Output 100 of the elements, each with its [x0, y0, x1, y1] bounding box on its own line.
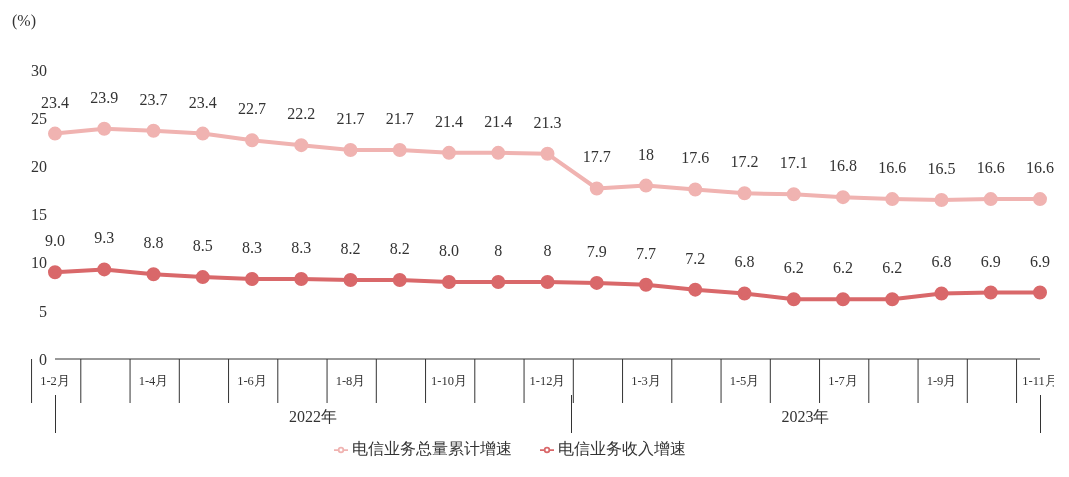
data-label: 16.8	[829, 157, 857, 175]
point	[786, 292, 801, 307]
text: 2023年	[780, 407, 831, 427]
data-label: 8	[543, 241, 552, 259]
point	[934, 286, 949, 301]
x-tick-label: 1-11月	[1022, 374, 1058, 388]
data-label: 6.2	[783, 259, 804, 277]
text: 2022年	[287, 407, 338, 427]
point	[836, 292, 850, 307]
x-tick-label: 1-7月	[828, 374, 858, 388]
data-label: 17.2	[730, 153, 759, 171]
data-label: 8.0	[439, 241, 459, 259]
data-label: 21.3	[533, 113, 562, 131]
point	[392, 273, 407, 288]
point	[1033, 192, 1047, 207]
data-label: 17.1	[779, 154, 808, 172]
point	[1033, 285, 1047, 300]
data-label: 21.4	[435, 112, 463, 130]
point	[885, 292, 900, 307]
y-tick-label: 15	[31, 206, 47, 224]
data-label: 7.9	[586, 242, 607, 260]
point	[343, 142, 358, 157]
data-label: 6.9	[1030, 252, 1050, 270]
data-label: 23.4	[41, 93, 69, 111]
point	[442, 274, 456, 289]
data-label: 8.3	[242, 239, 262, 257]
point	[146, 267, 161, 282]
data-label: 8.2	[340, 240, 361, 258]
data-label: 6.2	[833, 259, 853, 277]
data-label: 9.3	[94, 229, 115, 247]
point	[491, 145, 506, 160]
data-label: 6.9	[980, 252, 1001, 270]
x-tick-label: 1-3月	[631, 374, 661, 388]
point	[195, 270, 210, 285]
data-label: 21.7	[336, 109, 365, 127]
data-label: 7.7	[636, 244, 656, 262]
data-label: 21.7	[385, 109, 414, 127]
data-label: 8.2	[389, 240, 410, 258]
y-axis-title: (%)	[12, 12, 36, 30]
point	[343, 273, 358, 288]
x-tick-label: 1-9月	[926, 374, 957, 388]
point	[195, 126, 210, 141]
data-label: 18	[638, 145, 654, 163]
point	[540, 146, 555, 161]
point	[491, 274, 506, 289]
data-label: 6.8	[931, 253, 952, 271]
y-tick-label: 0	[39, 350, 47, 368]
data-label: 21.4	[484, 112, 513, 130]
point	[540, 274, 555, 289]
point	[392, 142, 407, 157]
y-tick-label: 30	[31, 61, 47, 79]
y-tick-label: 25	[31, 109, 47, 127]
point	[294, 138, 309, 153]
y-tick-label: 10	[31, 254, 47, 272]
x-tick-label: 1-2月	[40, 374, 70, 388]
point	[245, 133, 259, 148]
y-tick-label: 20	[31, 158, 47, 176]
data-label: 6.8	[734, 253, 755, 271]
point	[48, 126, 62, 141]
point	[737, 286, 752, 301]
data-label: 9.0	[45, 232, 65, 250]
point	[737, 186, 752, 201]
data-label: 16.6	[976, 159, 1005, 177]
point	[442, 145, 456, 160]
data-label: 16.6	[878, 159, 907, 177]
data-label: 17.6	[681, 149, 710, 167]
x-tick-label: 1-5月	[729, 374, 760, 388]
point	[786, 187, 801, 202]
point	[885, 192, 900, 207]
point	[48, 265, 62, 280]
point	[589, 275, 604, 290]
data-label: 7.2	[685, 249, 706, 267]
x-tick-label: 1-6月	[237, 374, 267, 388]
point	[639, 277, 653, 292]
point	[97, 262, 112, 277]
data-label: 8.8	[143, 234, 164, 252]
data-label: 16.5	[927, 160, 956, 178]
data-label: 23.7	[139, 90, 168, 108]
point	[589, 181, 604, 196]
point	[983, 192, 998, 207]
point	[639, 178, 653, 193]
point	[146, 123, 161, 138]
x-tick-label: 1-10月	[431, 374, 467, 388]
point	[934, 193, 949, 208]
legend-label: 电信业务收入增速	[558, 440, 686, 457]
legend-label: 电信业务总量累计增速	[352, 440, 512, 457]
data-label: 23.4	[188, 93, 217, 111]
data-label: 8	[494, 241, 503, 259]
point	[688, 282, 703, 297]
point	[836, 190, 850, 205]
data-label: 16.6	[1026, 159, 1054, 177]
data-label: 22.2	[287, 105, 316, 123]
data-label: 8.3	[291, 239, 312, 257]
x-tick-label: 1-12月	[529, 374, 566, 388]
data-label: 17.7	[582, 148, 611, 166]
point	[294, 272, 309, 287]
point	[688, 182, 703, 197]
data-label: 6.2	[882, 259, 903, 277]
point	[983, 285, 998, 300]
data-label: 8.5	[192, 237, 213, 255]
